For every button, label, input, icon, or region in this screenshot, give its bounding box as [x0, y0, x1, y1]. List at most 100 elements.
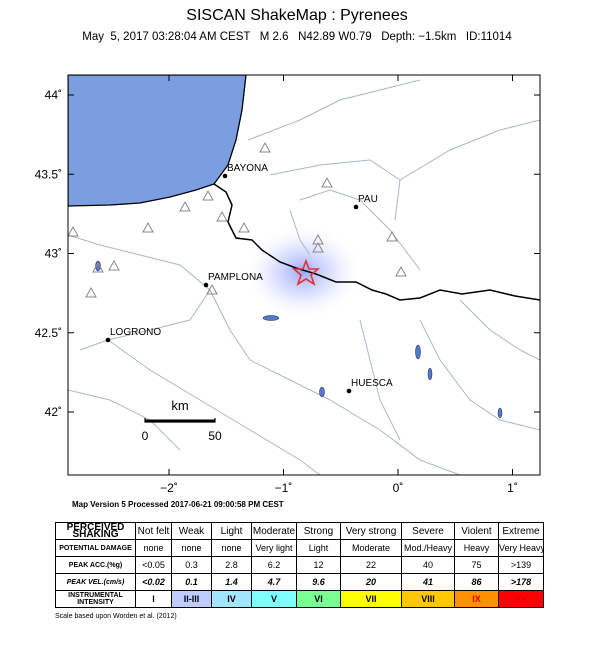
legend-row: POTENTIAL DAMAGE none none none Very light Li… — [55, 539, 544, 557]
title: SISCAN ShakeMap : Pyrenees — [186, 7, 407, 24]
city-dot — [105, 337, 111, 343]
lon-label: 0˚ — [393, 481, 404, 495]
ocean — [68, 75, 247, 207]
legend-cell: 12 — [296, 556, 341, 574]
station — [259, 141, 271, 153]
legend-cell: Not felt — [135, 522, 172, 540]
legend-cell: none — [211, 539, 252, 557]
map-version: Map Version 5 Processed 2017-06-21 09:00… — [72, 500, 284, 509]
station — [386, 230, 398, 242]
legend-cell: 6.2 — [251, 556, 297, 574]
legend-cell: Violent — [454, 522, 499, 540]
station — [85, 286, 97, 298]
scale-label: 0 — [142, 429, 149, 443]
lat-label: 42˚ — [45, 405, 62, 419]
station — [206, 283, 218, 295]
stations — [68, 141, 407, 298]
station — [108, 259, 120, 271]
city-dot — [203, 282, 209, 288]
city-dot — [353, 204, 359, 210]
legend-row: PEAK ACC.(%g) <0.05 0.3 2.8 6.2 12 22 40 75 >139 — [55, 556, 544, 574]
lat-label: 43.5˚ — [35, 167, 62, 181]
station — [216, 210, 228, 222]
legend-cell: Light — [211, 522, 252, 540]
lat-label: 43˚ — [45, 247, 62, 261]
legend-cell: 9.6 — [296, 573, 341, 591]
legend-cell: Very strong — [340, 522, 402, 540]
legend-cell: 4.7 — [251, 573, 297, 591]
legend-row: PERCEIVED SHAKING Not felt Weak Light Modera… — [55, 522, 544, 540]
subtitle: May 5, 2017 03:28:04 AM CEST M 2.6 N42.8… — [82, 31, 512, 43]
row-label: POTENTIAL DAMAGE — [55, 539, 136, 557]
shaking-area — [243, 224, 363, 320]
legend-cell: 40 — [401, 556, 455, 574]
station — [395, 265, 407, 277]
legend-cell: 0.3 — [171, 556, 212, 574]
scale-unit: km — [171, 398, 188, 413]
legend-cell: Moderate — [251, 522, 297, 540]
axes: 44˚ 43.5˚ 43˚ 42.5˚ 42˚ −2˚ −1˚ 0˚ 1˚ — [35, 75, 540, 495]
legend-cell: 75 — [454, 556, 499, 574]
legend-cell: Mod./Heavy — [401, 539, 455, 557]
legend-cell: Strong — [296, 522, 341, 540]
legend-cell: none — [171, 539, 212, 557]
legend-cell: 2.8 — [211, 556, 252, 574]
legend-cell: Light — [296, 539, 341, 557]
lon-label: 1˚ — [507, 481, 518, 495]
city-label: PAMPLONA — [208, 272, 263, 283]
legend-cell: VII — [340, 590, 402, 608]
scale-label: 50 — [208, 429, 222, 443]
station — [312, 241, 324, 253]
legend-cell: >178 — [498, 573, 544, 591]
lakes — [95, 260, 503, 419]
station — [321, 176, 333, 188]
legend-row: INSTRUMENTAL INTENSITY I II-III IV V VI VII VII… — [55, 590, 544, 608]
rivers — [68, 79, 540, 475]
legend-cell: II-III — [171, 590, 212, 608]
lat-label: 44˚ — [45, 88, 62, 102]
legend-cell: 41 — [401, 573, 455, 591]
legend-cell: I — [135, 590, 172, 608]
legend-cell: 0.1 — [171, 573, 212, 591]
border — [213, 183, 540, 301]
map-frame — [67, 74, 541, 476]
scale-bar: km 0 50 — [142, 398, 222, 443]
legend-cell: <0.02 — [135, 573, 172, 591]
city-dot — [346, 388, 352, 394]
station — [202, 189, 214, 201]
city-dot — [222, 173, 228, 179]
epicenter — [291, 258, 321, 286]
legend-row: PEAK VEL.(cm/s) <0.02 0.1 1.4 4.7 9.6 20 41 86 >1… — [55, 573, 544, 591]
legend-cell: IV — [211, 590, 252, 608]
legend-cell: VIII — [401, 590, 455, 608]
station — [179, 200, 191, 212]
legend-cell: <0.05 — [135, 556, 172, 574]
city-label: PAU — [358, 194, 378, 205]
row-label: PERCEIVED SHAKING — [55, 522, 136, 540]
legend-cell: VI — [296, 590, 341, 608]
city-label: BAYONA — [227, 163, 268, 174]
station — [238, 221, 250, 233]
legend-cell: Moderate — [340, 539, 402, 557]
row-label: INSTRUMENTAL INTENSITY — [55, 590, 136, 608]
legend-cell: >139 — [498, 556, 544, 574]
legend-cell: none — [135, 539, 172, 557]
row-label: PEAK VEL.(cm/s) — [55, 573, 136, 591]
city-label: HUESCA — [351, 378, 393, 389]
legend-cell: X+ — [498, 590, 544, 608]
legend-cell: 22 — [340, 556, 402, 574]
legend-cell: Weak — [171, 522, 212, 540]
legend-cell: Very light — [251, 539, 297, 557]
lon-label: −2˚ — [160, 481, 178, 495]
city-label: LOGRONO — [110, 327, 161, 338]
legend-cell: V — [251, 590, 297, 608]
row-label: PEAK ACC.(%g) — [55, 556, 136, 574]
lat-label: 42.5˚ — [35, 326, 62, 340]
cities: BAYONA PAU PAMPLONA LOGRONO HUESCA — [105, 163, 393, 394]
map-area: BAYONA PAU PAMPLONA LOGRONO HUESCA — [68, 75, 540, 475]
lon-label: −1˚ — [275, 481, 293, 495]
legend-cell: Very Heavy — [498, 539, 544, 557]
map-figure: SISCAN ShakeMap : Pyrenees May 5, 2017 0… — [35, 7, 541, 509]
legend-cell: Severe — [401, 522, 455, 540]
